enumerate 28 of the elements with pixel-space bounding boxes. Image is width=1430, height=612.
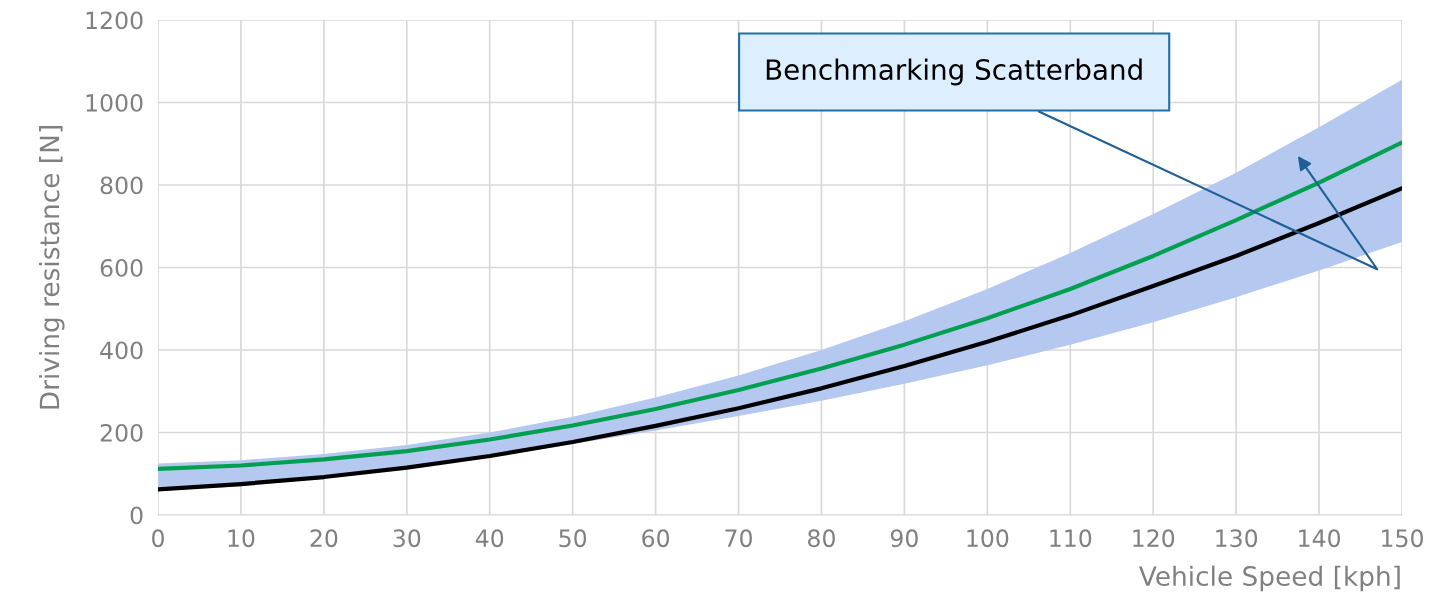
x-tick-label: 70: [725, 529, 752, 548]
x-tick-label: 20: [310, 529, 338, 548]
x-tick-label: 120: [1133, 529, 1175, 548]
x-tick-label: 60: [642, 529, 670, 548]
x-tick-label: 140: [1299, 529, 1341, 548]
x-tick-label: 100: [967, 529, 1009, 548]
x-tick-label: 30: [393, 529, 421, 548]
y-axis-title: Driving resistance [N]: [39, 126, 65, 409]
x-tick-label: 110: [1050, 529, 1092, 548]
x-tick-label: 40: [475, 529, 504, 548]
x-tick-label: 10: [228, 529, 255, 548]
x-tick-label: 90: [890, 529, 918, 548]
x-tick-label: 0: [152, 529, 164, 548]
annotation: Benchmarking Scatterband: [766, 58, 1142, 86]
y-tick-label: 0: [130, 506, 143, 525]
y-tick-label: 1200: [86, 11, 143, 30]
y-tick-label: 200: [100, 423, 143, 442]
y-tick-label: 800: [100, 176, 143, 195]
x-tick-label: 50: [559, 529, 587, 548]
x-axis-title: Vehicle Speed [kph]: [1138, 565, 1400, 592]
x-tick-label: 80: [808, 529, 835, 548]
y-tick-label: 1000: [86, 93, 143, 112]
x-tick-label: 150: [1382, 529, 1423, 548]
line-series: [158, 186, 1402, 492]
y-tick-label: 600: [100, 258, 143, 277]
line-series: [158, 140, 1402, 471]
x-tick-label: 130: [1216, 529, 1258, 548]
y-tick-label: 400: [100, 341, 143, 360]
